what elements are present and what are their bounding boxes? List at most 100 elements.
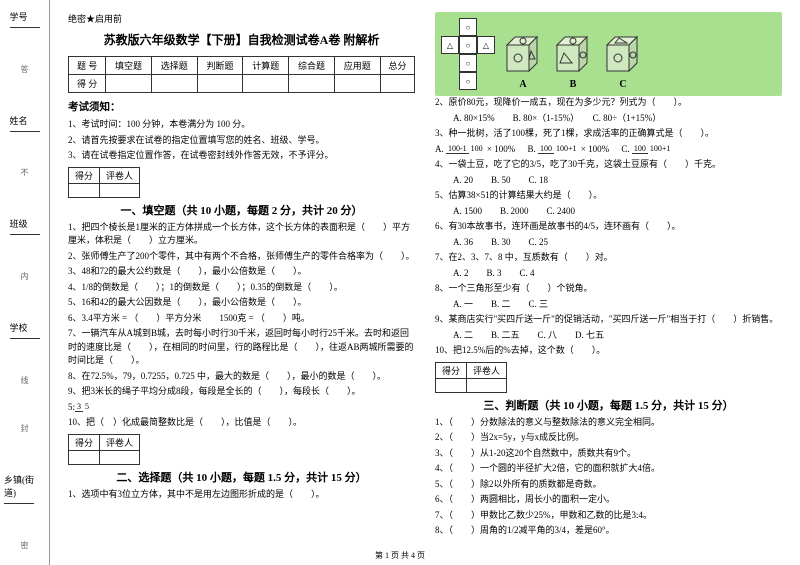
label: B	[570, 79, 577, 90]
q: A. 20 B. 50 C. 18	[435, 174, 782, 188]
mh: 得分	[436, 362, 467, 378]
q: 8、在72.5%，79，0.7255，0.725 中，最大的数是（ ），最小的数…	[68, 370, 415, 384]
q: 5、估算38×51的计算结果大约是（ ）。	[435, 189, 782, 203]
mh: 得分	[69, 167, 100, 183]
num: 3	[75, 402, 83, 412]
q: A. 一 B. 二 C. 三	[435, 298, 782, 312]
q: 1、选项中有3位立方体，其中不是用左边图形折成的是（ ）。	[68, 488, 415, 502]
opt: C.	[621, 144, 629, 154]
mini-score: 得分评卷人	[68, 167, 140, 198]
q: 2、张师傅生产了200个零件，其中有两个不合格，张师傅生产的零件合格率为（ ）。	[68, 250, 415, 264]
q: 3、48和72的最大公约数是（ ），最小公倍数是（ ）。	[68, 265, 415, 279]
hdr: 计算题	[243, 57, 289, 75]
q: 3、（ ）从1-20这20个自然数中，质数共有9个。	[435, 447, 782, 461]
q: A. 2 B. 3 C. 4	[435, 267, 782, 281]
mini-score: 得分评卷人	[68, 434, 140, 465]
opt: A.	[435, 144, 444, 154]
hdr: 应用题	[334, 57, 380, 75]
q: 5:35	[68, 401, 415, 415]
q: 9、某商店实行"买四斤送一斤"的促销活动，"买四斤送一斤"相当于打（ ）折销售。	[435, 313, 782, 327]
label: 班级	[10, 217, 40, 230]
seal-nei: 内	[19, 272, 30, 286]
q: A. 80×15% B. 80×（1-15%） C. 80÷（1+15%）	[435, 112, 782, 126]
notice-title: 考试须知：	[68, 99, 415, 114]
section-2-title: 二、选择题（共 10 小题，每题 1.5 分，共计 15 分）	[68, 469, 415, 485]
q: A. 1500 B. 2000 C. 2400	[435, 205, 782, 219]
q: 4、1/8的倒数是（ ）；1的倒数是（ ）；0.35的倒数是（ ）。	[68, 281, 415, 295]
mh: 评卷人	[100, 167, 140, 183]
cube-c: C	[601, 33, 645, 90]
secret-label: 绝密★启用前	[68, 12, 415, 25]
q: A. 36 B. 30 C. 25	[435, 236, 782, 250]
q: 10、把（ ）化成最简整数比是（ ），比值是（ ）。	[68, 416, 415, 430]
hdr: 总分	[380, 57, 414, 75]
paper-title: 苏教版六年级数学【下册】自我检测试卷A卷 附解析	[68, 31, 415, 48]
section-1-title: 一、填空题（共 10 小题，每题 2 分，共计 20 分）	[68, 202, 415, 218]
q: 2、（ ）当2x=5y，y与x成反比例。	[435, 431, 782, 445]
q-frac-options: A. 100-1100 × 100% B. 100100+1 × 100% C.…	[435, 143, 782, 157]
q: 10、把12.5%后的%去掉，这个数（ ）。	[435, 344, 782, 358]
q: 5、（ ）除2以外所有的质数都是奇数。	[435, 478, 782, 492]
row: 得 分	[69, 75, 106, 93]
cube-figure: ○ △○△ ○ ○ A B C	[435, 12, 782, 96]
binding-field-banji: 班级	[10, 217, 40, 237]
score-table: 题 号 填空题 选择题 判断题 计算题 综合题 应用题 总分 得 分	[68, 56, 415, 93]
q: 1、（ ）分数除法的意义与整数除法的意义完全相同。	[435, 416, 782, 430]
hdr: 题 号	[69, 57, 106, 75]
q: 4、（ ）一个圆的半径扩大2倍，它的面积就扩大4倍。	[435, 462, 782, 476]
mh: 得分	[69, 434, 100, 450]
section-3-title: 三、判断题（共 10 小题，每题 1.5 分，共计 15 分）	[435, 397, 782, 413]
cube-a: A	[501, 33, 545, 90]
label: C	[619, 79, 626, 90]
label: 乡镇(街道)	[4, 473, 45, 499]
cube-net: ○ △○△ ○ ○	[441, 18, 495, 90]
q: 2、原价80元，现降价一成五，现在为多少元？列式为（ ）。	[435, 96, 782, 110]
q: 6、（ ）两圆相比，周长小的面积一定小。	[435, 493, 782, 507]
page-footer: 第 1 页 共 4 页	[375, 550, 425, 561]
q: A. 二 B. 二五 C. 八 D. 七五	[435, 329, 782, 343]
seal-xian: 线	[19, 376, 30, 390]
mh: 评卷人	[467, 362, 507, 378]
content: 绝密★启用前 苏教版六年级数学【下册】自我检测试卷A卷 附解析 题 号 填空题 …	[50, 0, 800, 565]
q: 8、（ ）周角的1/2减平角的3/4，差是60°。	[435, 524, 782, 538]
den: 5	[83, 402, 91, 411]
binding-field-xingming: 姓名	[10, 114, 40, 134]
seal-feng: 封	[19, 424, 30, 438]
hdr: 判断题	[197, 57, 243, 75]
q: 7、一辆汽车从A城到B城，去时每小时行30千米，返回时每小时行25千米。去时和返…	[68, 327, 415, 368]
seal-da: 答	[19, 65, 30, 79]
q: 6、3.4平方米 = （ ）平方分米 1500克 = （ ）吨。	[68, 312, 415, 326]
q: 7、（ ）甲数比乙数少25%，甲数和乙数的比是3:4。	[435, 509, 782, 523]
hdr: 选择题	[151, 57, 197, 75]
label: 学号	[10, 10, 40, 23]
cube-b: B	[551, 33, 595, 90]
mini-score: 得分评卷人	[435, 362, 507, 393]
notice: 2、请首先按要求在试卷的指定位置填写您的姓名、班级、学号。	[68, 134, 415, 148]
label: A	[519, 79, 526, 90]
binding-field-xiangzhen: 乡镇(街道)	[4, 473, 45, 506]
label: 姓名	[10, 114, 40, 127]
notice: 3、请在试卷指定位置作答，在试卷密封线外作答无效，不予评分。	[68, 149, 415, 163]
binding-field-xuehao: 学号	[10, 10, 40, 30]
column-left: 绝密★启用前 苏教版六年级数学【下册】自我检测试卷A卷 附解析 题 号 填空题 …	[68, 12, 415, 553]
notice: 1、考试时间：100 分钟，本卷满分为 100 分。	[68, 118, 415, 132]
q: 8、一个三角形至少有（ ）个锐角。	[435, 282, 782, 296]
q: 4、一袋土豆，吃了它的3/5，吃了30千克，这袋土豆原有（ ）千克。	[435, 158, 782, 172]
q: 7、在2、3、7、8 中，互质数有（ ）对。	[435, 251, 782, 265]
label: 学校	[10, 321, 40, 334]
hdr: 填空题	[106, 57, 152, 75]
column-right: ○ △○△ ○ ○ A B C 2、原价80元，现降价一成五，	[435, 12, 782, 553]
q: 5、16和42的最大公因数是（ ），最小公倍数是（ ）。	[68, 296, 415, 310]
q: 9、把3米长的绳子平均分成8段，每段是全长的（ ），每段长（ ）。	[68, 385, 415, 399]
binding-margin: 学号 答 姓名 不 班级 内 学校 线 封 乡镇(街道) 密	[0, 0, 50, 565]
q: 1、把四个棱长是1厘米的正方体拼成一个长方体，这个长方体的表面积是（ ）平方厘米…	[68, 221, 415, 248]
binding-field-xuexiao: 学校	[10, 321, 40, 341]
q: 6、有30本故事书，连环画是故事书的4/5，连环画有（ ）。	[435, 220, 782, 234]
seal-bu: 不	[19, 168, 30, 182]
seal-mi: 密	[19, 541, 30, 555]
exam-page: 学号 答 姓名 不 班级 内 学校 线 封 乡镇(街道) 密 绝密★启用前 苏教…	[0, 0, 800, 565]
q: 3、种一批树，活了100棵，死了1棵，求成活率的正确算式是（ ）。	[435, 127, 782, 141]
opt: B.	[528, 144, 536, 154]
mh: 评卷人	[100, 434, 140, 450]
hdr: 综合题	[289, 57, 335, 75]
